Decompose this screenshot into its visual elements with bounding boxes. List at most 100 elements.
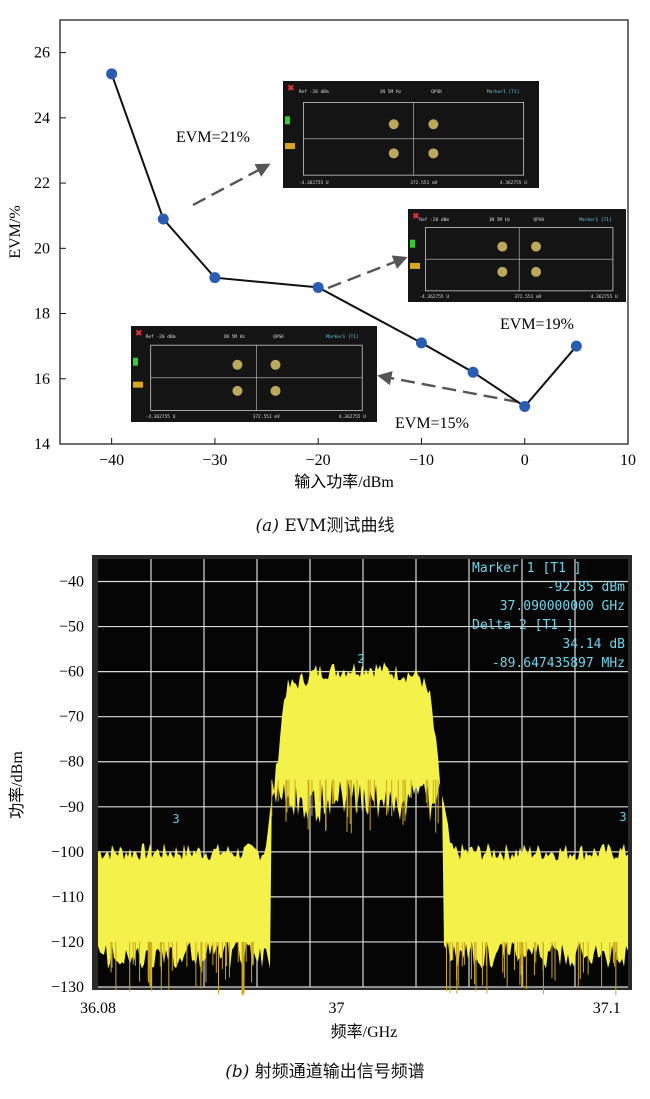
spectrum-chart: −40 −50 −60 −70 −80 −90 −100 −110 −120 −130 36.08… — [8, 555, 632, 1041]
inset-header-text: QPSK — [533, 217, 544, 223]
inset-close-icon: ✖ — [135, 328, 143, 338]
y-tick-label: 26 — [34, 45, 50, 62]
evm-data-point — [570, 340, 582, 352]
inset-footer-text: -4.362755 U — [146, 414, 176, 420]
evm-chart: 14 16 18 20 22 24 26 −40 −30 −20 −10 0 10 EVM/% 输入功… — [7, 19, 636, 491]
inset-header-text: Marker1 [T1] — [326, 334, 359, 340]
y-axis-label: EVM/% — [7, 205, 24, 258]
inset-header-text: 1N 5M Hz — [489, 217, 511, 223]
constellation-point — [232, 359, 243, 370]
constellation-point — [388, 148, 399, 159]
caption-b: (b) 射频通道输出信号频谱 — [0, 1057, 650, 1082]
evm-data-point — [209, 272, 221, 284]
x-tick-label: −40 — [99, 452, 124, 469]
x-tick-label: −10 — [409, 452, 434, 469]
x-tick-label: −30 — [202, 452, 227, 469]
inset-side-indicator — [285, 143, 295, 150]
inset-footer-text: 372.551 mV — [410, 180, 437, 186]
evm-data-point — [467, 366, 479, 378]
constellation-point — [388, 119, 399, 130]
caption-a-label: (a) — [255, 516, 279, 536]
inset-header-text: Ref -20 dBm — [146, 334, 176, 340]
inset-screen — [408, 209, 626, 302]
y-tick-label: 16 — [34, 371, 50, 388]
inset-header-text: 1N 5M Hz — [223, 334, 245, 340]
constellation-inset-15: ✖ Ref -20 dBm 1N 5M Hz QPSK Marker1 [T1] -4.3… — [131, 326, 377, 422]
evm-data-point — [157, 213, 169, 225]
marker-readout-line: Marker 1 [T1 ] — [472, 561, 582, 576]
y-axis-label: 功率/dBm — [8, 751, 26, 819]
y-tick-label: 24 — [34, 110, 50, 127]
inset-header-text: QPSK — [431, 89, 442, 95]
y-tick-label: −100 — [51, 844, 84, 861]
screen-marker-label: 3 — [172, 812, 179, 826]
x-tick-label: 36.08 — [80, 1000, 116, 1017]
caption-a-text: EVM测试曲线 — [284, 516, 395, 536]
constellation-point — [497, 266, 508, 277]
annotation-evm-15: EVM=15% — [395, 415, 469, 432]
inset-footer-text: -4.362755 U — [419, 294, 449, 300]
inset-footer-text: 4.362755 U — [500, 180, 527, 186]
y-tick-label: −80 — [59, 754, 84, 771]
constellation-inset-21: ✖ Ref -20 dBm 1N 5M Hz QPSK Marker1 [T1] -4.3… — [283, 81, 539, 188]
y-tick-label: 14 — [34, 436, 50, 453]
marker-readout-line: 34.14 dB — [562, 637, 625, 652]
y-tick-label: −90 — [59, 799, 84, 816]
annotation-evm-21: EVM=21% — [176, 129, 250, 146]
y-tick-label: −40 — [59, 574, 84, 591]
evm-data-point — [312, 281, 324, 293]
marker-readout-line: -92.85 dBm — [547, 580, 625, 595]
inset-close-icon: ✖ — [412, 211, 420, 221]
screen-marker-label: 3 — [619, 810, 626, 824]
inset-footer-text: 372.551 mV — [514, 294, 541, 300]
inset-screen — [131, 326, 377, 422]
marker-readout-line: Delta 2 [T1 ] — [472, 618, 574, 633]
evm-series-line — [110, 73, 578, 408]
constellation-point — [232, 385, 243, 396]
y-tick-label: 18 — [34, 306, 50, 323]
spectrum-trace — [98, 662, 628, 969]
inset-header-text: Ref -20 dBm — [419, 217, 449, 223]
inset-header-text: Marker1 [T1] — [487, 89, 520, 95]
inset-side-indicator — [133, 357, 138, 366]
evm-data-point — [519, 400, 531, 412]
arrow-21 — [192, 163, 271, 207]
evm-data-point — [415, 337, 427, 349]
inset-footer-text: 4.362755 U — [339, 414, 366, 420]
inset-side-indicator — [285, 116, 290, 125]
inset-footer-text: 4.362755 U — [591, 294, 618, 300]
x-tick-label: 37.1 — [593, 1000, 621, 1017]
constellation-point — [270, 385, 281, 396]
marker-readout-line: 37.090000000 GHz — [500, 599, 625, 614]
x-tick-label: −20 — [306, 452, 331, 469]
y-tick-label: 22 — [34, 175, 50, 192]
y-tick-label: −60 — [59, 664, 84, 681]
constellation-point — [531, 266, 542, 277]
annotation-evm-19: EVM=19% — [500, 316, 574, 333]
inset-header-text: 1N 5M Hz — [380, 89, 402, 95]
inset-footer-text: 372.551 mV — [253, 414, 280, 420]
y-tick-label: −130 — [51, 979, 84, 996]
constellation-point — [497, 241, 508, 252]
constellation-point — [531, 241, 542, 252]
y-tick-label: −70 — [59, 709, 84, 726]
caption-b-label: (b) — [225, 1062, 250, 1082]
inset-side-indicator — [410, 239, 415, 248]
constellation-point — [428, 119, 439, 130]
inset-side-indicator — [133, 381, 143, 388]
plot-frame — [59, 19, 629, 445]
constellation-inset-19: ✖ Ref -20 dBm 1N 5M Hz QPSK Marker1 [T1] -4.3… — [408, 209, 626, 302]
inset-header-text: Marker1 [T1] — [579, 217, 612, 223]
x-tick-label: 10 — [620, 452, 636, 469]
screen-marker-label: 2 — [357, 652, 364, 666]
inset-header-text: QPSK — [273, 334, 284, 340]
caption-b-text: 射频通道输出信号频谱 — [254, 1062, 425, 1082]
arrow-19 — [327, 255, 408, 290]
arrow-15 — [377, 371, 519, 404]
evm-data-point — [106, 68, 118, 80]
x-axis-label: 频率/GHz — [331, 1023, 398, 1041]
caption-a: (a) EVM测试曲线 — [0, 511, 650, 536]
y-tick-label: 20 — [34, 240, 50, 257]
marker-readout-line: -89.647435897 MHz — [492, 656, 625, 671]
inset-close-icon: ✖ — [287, 83, 295, 93]
